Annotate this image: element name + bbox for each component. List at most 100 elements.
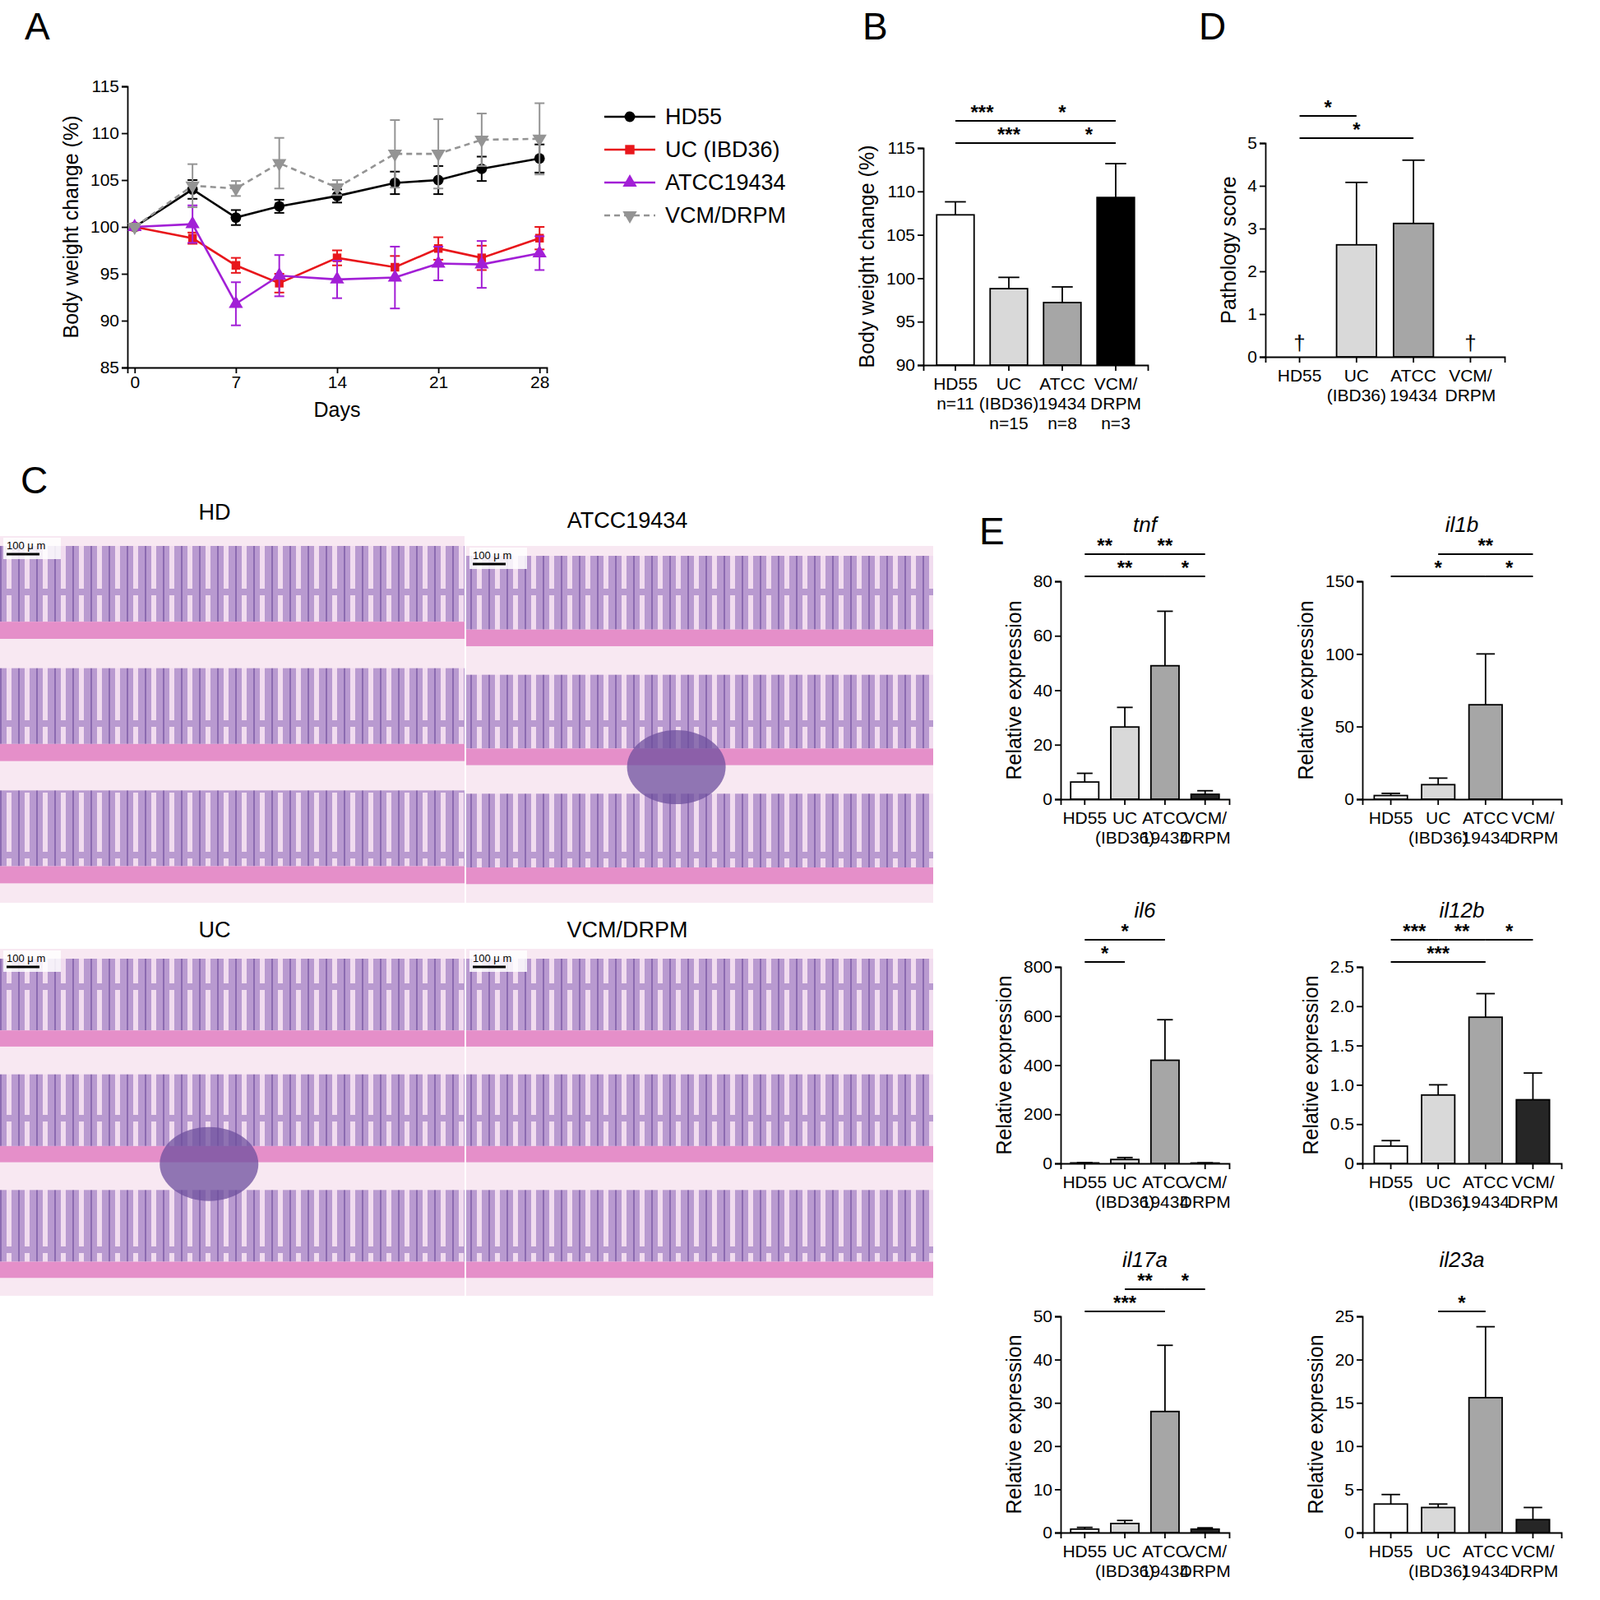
y-tick-label: 115 bbox=[92, 76, 120, 96]
y-tick-mark bbox=[1054, 1402, 1061, 1405]
error-cap bbox=[389, 307, 400, 310]
error-bar bbox=[1197, 1162, 1213, 1164]
error-line bbox=[1484, 994, 1487, 1018]
y-tick: 0 bbox=[1344, 789, 1363, 809]
error-cap bbox=[231, 224, 241, 227]
y-tick: 0 bbox=[1042, 1522, 1061, 1542]
x-tick: HD55 bbox=[1062, 1163, 1107, 1192]
y-tick-mark bbox=[1356, 1045, 1363, 1047]
error-line bbox=[1123, 707, 1126, 727]
error-bar bbox=[1077, 1162, 1093, 1164]
significance-bracket: *** bbox=[955, 123, 1063, 146]
significance-label: *** bbox=[1113, 1291, 1138, 1314]
x-tick: ATCC19434 bbox=[1461, 1163, 1511, 1212]
x-tick-mark bbox=[1390, 1163, 1392, 1170]
error-cap bbox=[1381, 1493, 1401, 1496]
error-cap bbox=[274, 295, 285, 297]
image-background bbox=[0, 536, 465, 903]
error-bar bbox=[1077, 773, 1093, 783]
error-cap bbox=[476, 112, 487, 115]
y-tick: 600 bbox=[1023, 1006, 1061, 1026]
legend-item: UC (IBD36) bbox=[604, 137, 781, 162]
bar bbox=[1469, 1397, 1503, 1533]
y-tick: 105 bbox=[886, 225, 924, 245]
error-cap bbox=[389, 193, 400, 195]
significance-bracket: ** bbox=[1438, 920, 1486, 943]
error-cap bbox=[534, 235, 545, 237]
significance-bracket: ** bbox=[1124, 534, 1206, 557]
bar bbox=[1421, 1095, 1455, 1164]
x-tick: 0 bbox=[129, 367, 140, 392]
significance-bracket: * bbox=[1165, 1269, 1206, 1292]
error-cap bbox=[1117, 1519, 1133, 1522]
x-tick-mark bbox=[1470, 356, 1472, 363]
y-tick-mark bbox=[1054, 1114, 1061, 1116]
significance-label: * bbox=[1120, 920, 1129, 943]
y-tick: 150 bbox=[1325, 571, 1363, 591]
chart-title: il23a bbox=[1439, 1247, 1485, 1272]
error-line bbox=[1164, 610, 1166, 666]
error-cap bbox=[1105, 162, 1126, 165]
y-tick-mark bbox=[1356, 799, 1363, 801]
error-cap bbox=[1117, 706, 1133, 708]
x-tick: 28 bbox=[530, 367, 550, 392]
error-bar bbox=[1476, 653, 1496, 705]
significance-bracket: ** bbox=[1438, 534, 1533, 557]
plot-area bbox=[1070, 1019, 1220, 1164]
significance-bracket: * bbox=[1165, 556, 1206, 579]
x-tick-label: UC(IBD36) bbox=[1408, 1541, 1468, 1581]
x-tick: ATCC19434 bbox=[1461, 799, 1511, 847]
bar bbox=[1336, 245, 1378, 357]
x-tick-label: ATCC19434 bbox=[1461, 1541, 1511, 1581]
error-cap bbox=[274, 187, 285, 190]
y-tick: 800 bbox=[1023, 957, 1061, 976]
panel-label: E bbox=[979, 509, 1005, 553]
x-tick-label: VCM/DRPM bbox=[1445, 365, 1497, 405]
plot-area bbox=[127, 103, 547, 326]
significance-bracket: *** bbox=[1391, 920, 1439, 943]
y-tick-mark bbox=[1259, 314, 1266, 316]
error-cap bbox=[332, 249, 343, 252]
error-line bbox=[1437, 1084, 1439, 1095]
x-tick-label: VCM/DRPM bbox=[1507, 1541, 1559, 1581]
x-tick-mark bbox=[1532, 799, 1535, 805]
x-tick-mark bbox=[1123, 799, 1126, 805]
x-tick-mark bbox=[1484, 1532, 1487, 1539]
x-tick-mark bbox=[1412, 356, 1415, 363]
x-axis-line bbox=[1363, 1164, 1563, 1170]
x-tick: VCM/DRPM bbox=[1507, 1163, 1559, 1212]
x-tick: UC(IBD36) bbox=[1327, 356, 1387, 405]
marker bbox=[230, 212, 241, 223]
significance-bracket: * bbox=[1485, 556, 1534, 579]
chart-title: il1b bbox=[1445, 512, 1479, 537]
error-cap bbox=[1156, 1018, 1173, 1021]
bar bbox=[1421, 784, 1455, 800]
annotation: † bbox=[1464, 330, 1476, 356]
legend-item: HD55 bbox=[604, 104, 722, 130]
error-bar bbox=[1402, 160, 1425, 224]
mucosa bbox=[466, 793, 934, 868]
y-tick-mark bbox=[1356, 726, 1363, 728]
y-tick: 10 bbox=[1033, 1479, 1061, 1499]
muscle-layer bbox=[0, 1030, 465, 1047]
error-cap bbox=[1197, 1161, 1213, 1164]
y-axis-line bbox=[1054, 582, 1062, 800]
y-tick-mark bbox=[1259, 228, 1266, 231]
error-line bbox=[1355, 182, 1358, 246]
error-cap bbox=[332, 297, 343, 300]
y-tick-label: 80 bbox=[1033, 571, 1053, 591]
sample-size-label: n=8 bbox=[1047, 413, 1078, 433]
x-tick-mark bbox=[1164, 1163, 1166, 1170]
y-tick-mark bbox=[1054, 1316, 1061, 1318]
marker bbox=[231, 260, 241, 269]
error-line bbox=[1484, 1327, 1487, 1398]
y-axis-line bbox=[121, 87, 129, 369]
sample-size-label: n=15 bbox=[989, 413, 1028, 433]
significance-label: * bbox=[1434, 556, 1443, 579]
x-tick: VCM/DRPM bbox=[1179, 1532, 1231, 1581]
scale-bar-bg bbox=[469, 950, 528, 972]
y-tick: 2.5 bbox=[1330, 957, 1363, 976]
bar bbox=[1151, 665, 1180, 800]
error-line bbox=[1390, 1494, 1392, 1505]
marker bbox=[184, 216, 199, 229]
